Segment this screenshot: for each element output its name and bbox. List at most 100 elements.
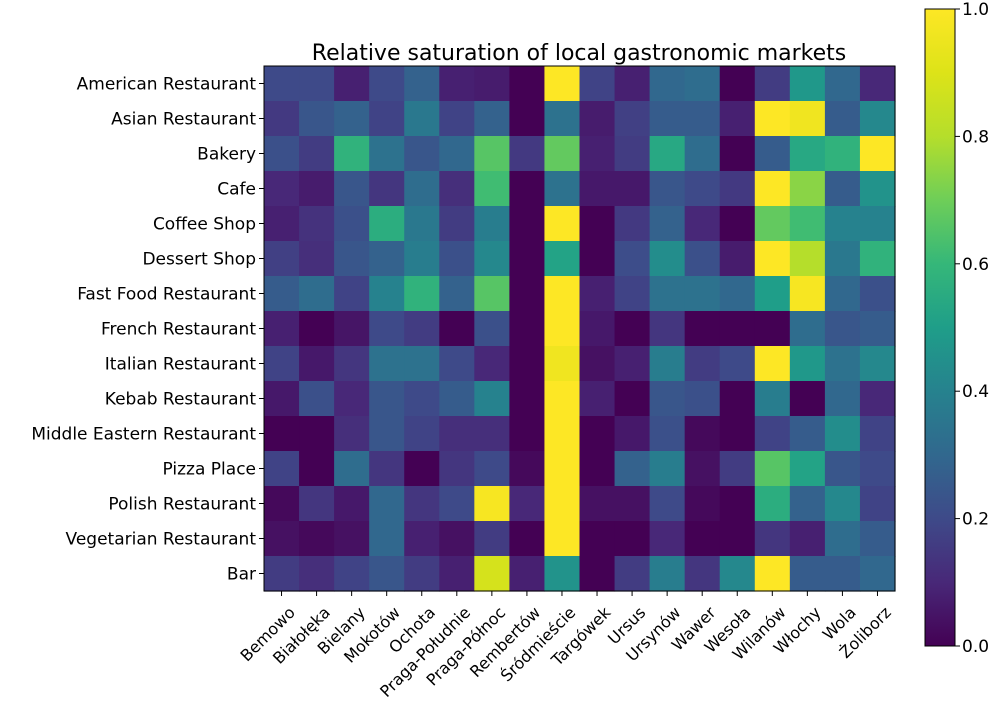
heatmap-cell	[439, 241, 475, 277]
heatmap-cell	[404, 521, 440, 557]
heatmap-cell	[264, 171, 300, 207]
heatmap-cell	[684, 556, 721, 592]
heatmap-cell	[369, 416, 405, 452]
heatmap-cell	[754, 276, 791, 312]
heatmap-cell	[439, 381, 475, 417]
heatmap-cell	[544, 101, 581, 137]
heatmap-cell	[334, 346, 370, 382]
heatmap-cells	[264, 66, 896, 592]
heatmap-cell	[859, 241, 896, 277]
heatmap-cell	[264, 66, 300, 102]
heatmap-cell	[544, 451, 581, 487]
heatmap-cell	[544, 241, 581, 277]
heatmap-cell	[649, 66, 686, 102]
heatmap-cell	[859, 276, 896, 312]
heatmap-cell	[579, 346, 616, 382]
heatmap-cell	[684, 381, 721, 417]
heatmap-cell	[789, 381, 826, 417]
heatmap-cell	[789, 276, 826, 312]
row-label: Bakery	[197, 145, 256, 165]
row-label: Pizza Place	[163, 460, 256, 480]
heatmap-cell	[544, 416, 581, 452]
colorbar: 0.0 0.2 0.4 0.6 0.8 1.0	[924, 0, 989, 657]
row-labels: American Restaurant Asian Restaurant Baker…	[31, 75, 264, 585]
heatmap-cell	[439, 486, 475, 522]
row-label: Coffee Shop	[153, 215, 256, 235]
heatmap-cell	[299, 241, 335, 277]
heatmap-cell	[684, 66, 721, 102]
heatmap-cell	[299, 381, 335, 417]
heatmap-cell	[369, 311, 405, 347]
heatmap-cell	[824, 381, 861, 417]
heatmap-cell	[684, 346, 721, 382]
heatmap-cell	[649, 521, 686, 557]
heatmap-cell	[264, 101, 300, 137]
heatmap-cell	[299, 136, 335, 172]
heatmap-cell	[439, 346, 475, 382]
heatmap-cell	[719, 381, 756, 417]
heatmap-cell	[334, 171, 370, 207]
heatmap-cell	[544, 206, 581, 242]
heatmap-cell	[369, 241, 405, 277]
heatmap-cell	[509, 101, 546, 137]
heatmap-cell	[509, 556, 546, 592]
heatmap-cell	[579, 556, 616, 592]
heatmap-cell	[264, 416, 300, 452]
heatmap-cell	[474, 381, 510, 417]
heatmap-cell	[859, 556, 896, 592]
heatmap-cell	[719, 66, 756, 102]
heatmap-cell	[334, 556, 370, 592]
heatmap-cell	[614, 556, 651, 592]
heatmap-cell	[859, 311, 896, 347]
heatmap-cell	[614, 101, 651, 137]
heatmap-cell	[824, 416, 861, 452]
row-label: American Restaurant	[77, 75, 257, 95]
heatmap-cell	[264, 206, 300, 242]
heatmap-cell	[754, 416, 791, 452]
heatmap-cell	[369, 66, 405, 102]
heatmap-cell	[824, 276, 861, 312]
heatmap-cell	[754, 206, 791, 242]
heatmap-cell	[404, 451, 440, 487]
heatmap-cell	[369, 171, 405, 207]
heatmap-cell	[824, 66, 861, 102]
heatmap-cell	[579, 451, 616, 487]
heatmap-cell	[719, 486, 756, 522]
heatmap-cell	[684, 206, 721, 242]
heatmap-cell	[299, 521, 335, 557]
heatmap-cell	[824, 241, 861, 277]
heatmap-cell	[439, 556, 475, 592]
heatmap-cell	[859, 521, 896, 557]
heatmap-cell	[474, 101, 510, 137]
colorbar-tick-label: 0.4	[962, 382, 989, 402]
heatmap-cell	[719, 556, 756, 592]
heatmap-cell	[264, 346, 300, 382]
heatmap-cell	[509, 521, 546, 557]
heatmap-cell	[334, 311, 370, 347]
heatmap-cell	[404, 206, 440, 242]
heatmap-cell	[614, 171, 651, 207]
heatmap-cell	[684, 171, 721, 207]
chart-title: Relative saturation of local gastronomic…	[312, 41, 846, 66]
heatmap-cell	[299, 276, 335, 312]
heatmap-cell	[404, 346, 440, 382]
heatmap-cell	[789, 311, 826, 347]
heatmap-cell	[719, 101, 756, 137]
heatmap-cell	[859, 381, 896, 417]
heatmap-cell	[369, 381, 405, 417]
heatmap-cell	[614, 486, 651, 522]
heatmap-cell	[474, 451, 510, 487]
heatmap-cell	[544, 556, 581, 592]
heatmap-cell	[439, 451, 475, 487]
heatmap-cell	[544, 171, 581, 207]
heatmap-cell	[649, 416, 686, 452]
heatmap-cell	[404, 276, 440, 312]
row-label: Bar	[227, 565, 256, 585]
heatmap-cell	[579, 311, 616, 347]
heatmap-cell	[754, 451, 791, 487]
heatmap-cell	[264, 451, 300, 487]
heatmap-cell	[684, 101, 721, 137]
heatmap-cell	[684, 486, 721, 522]
heatmap-cell	[614, 206, 651, 242]
heatmap-cell	[334, 276, 370, 312]
